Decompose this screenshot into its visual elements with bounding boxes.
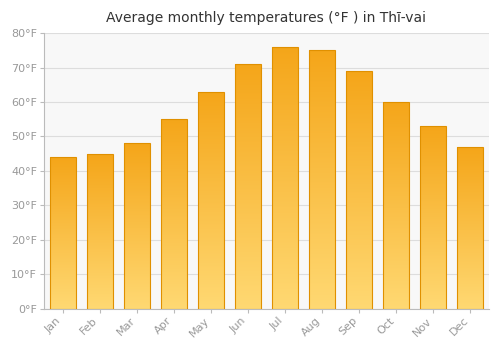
Bar (346, 71, 372, 308)
Bar (235, 64, 261, 308)
Bar (309, 50, 335, 308)
Title: Average monthly temperatures (°F ) in Thī-vai: Average monthly temperatures (°F ) in Th… (106, 11, 426, 25)
Bar (458, 147, 483, 308)
Bar (161, 119, 187, 308)
Bar (420, 126, 446, 308)
Bar (86, 154, 113, 308)
Bar (383, 102, 409, 308)
Bar (124, 144, 150, 308)
Bar (198, 92, 224, 308)
Bar (272, 47, 298, 308)
Bar (50, 157, 76, 308)
